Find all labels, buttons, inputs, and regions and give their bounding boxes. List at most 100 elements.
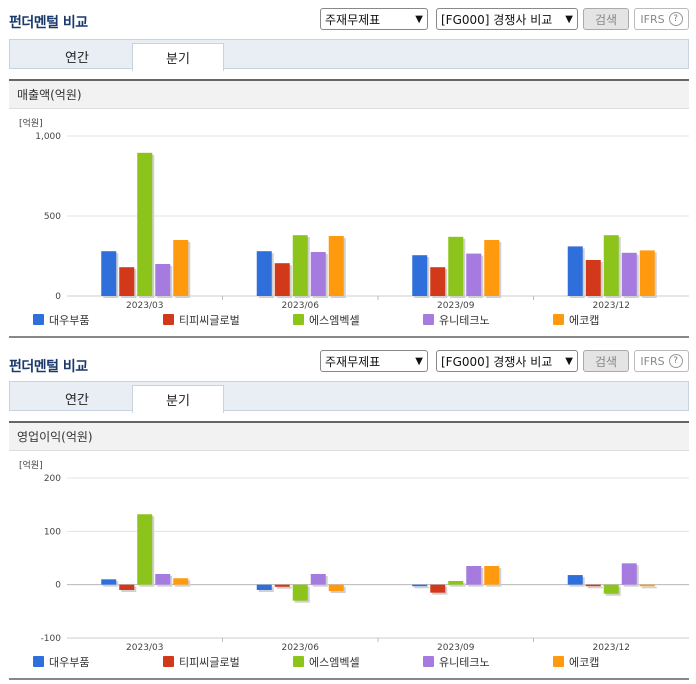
- revenue-chart-svg: [억원] 0 500 1,000 2023/03 2023/06 2023/09 2023/1…: [19, 117, 689, 327]
- divider: [9, 678, 689, 680]
- bar: [430, 584, 446, 593]
- revenue-chart: [억원] 0 500 1,000 2023/03 2023/06 2023/09 2023/1…: [9, 112, 689, 334]
- legend-label: 유니테크노: [439, 314, 490, 327]
- legend-label: 에코캡: [569, 314, 599, 327]
- bar: [430, 267, 446, 296]
- x-tick-label: 2023/03: [126, 301, 163, 311]
- bar-shadow: [641, 586, 657, 589]
- x-tick-label: 2023/12: [593, 301, 630, 311]
- bar: [484, 566, 500, 585]
- bar: [412, 255, 428, 296]
- bar: [173, 240, 189, 296]
- bar: [119, 267, 135, 296]
- bar: [567, 575, 583, 585]
- ifrs-button[interactable]: IFRS ?: [634, 8, 689, 30]
- bar: [603, 584, 619, 594]
- help-icon: ?: [668, 12, 683, 26]
- legend-label: 에스엠벡셀: [309, 656, 360, 669]
- ifrs-label: IFRS: [640, 354, 665, 368]
- tab-annual[interactable]: 연간: [65, 51, 89, 66]
- ifrs-label: IFRS: [640, 12, 665, 26]
- chart-title: 매출액(억원): [9, 79, 689, 109]
- bar: [310, 574, 326, 585]
- legend-label: 에스엠벡셀: [309, 314, 360, 327]
- peer-group-select[interactable]: [FG000] 경쟁사 비교 ▼: [436, 350, 578, 372]
- x-tick-label: 2023/06: [282, 301, 320, 311]
- legend-label: 대우부품: [49, 656, 89, 669]
- bar: [448, 236, 464, 296]
- statement-select-value: 주재무제표: [325, 12, 381, 27]
- y-tick-label: -100: [41, 634, 62, 644]
- legend-label: 티피씨글로벌: [179, 656, 240, 669]
- bar-shadow: [276, 586, 292, 589]
- help-icon: ?: [668, 354, 683, 368]
- bar: [119, 584, 135, 590]
- y-tick-label: 200: [44, 474, 61, 484]
- bar: [274, 263, 290, 296]
- legend-swatch: [293, 656, 304, 667]
- legend-swatch: [163, 656, 174, 667]
- bar-shadow: [414, 586, 430, 589]
- peer-group-select-value: [FG000] 경쟁사 비교: [441, 354, 553, 369]
- y-tick-label: 1,000: [35, 132, 61, 142]
- statement-select[interactable]: 주재무제표 ▼: [320, 350, 428, 372]
- bar: [585, 260, 601, 296]
- bar: [310, 252, 326, 296]
- section-title: 펀더멘털 비교: [9, 359, 88, 375]
- bar: [567, 246, 583, 296]
- bar: [328, 584, 344, 592]
- legend-swatch: [553, 656, 564, 667]
- statement-select-value: 주재무제표: [325, 354, 381, 369]
- bar: [173, 578, 189, 585]
- bar: [137, 152, 153, 296]
- legend-swatch: [33, 656, 44, 667]
- search-button[interactable]: 검색: [583, 350, 629, 372]
- legend-swatch: [163, 314, 174, 325]
- bar: [484, 240, 500, 296]
- statement-select[interactable]: 주재무제표 ▼: [320, 8, 428, 30]
- bar: [292, 584, 308, 601]
- x-tick-label: 2023/12: [593, 643, 630, 653]
- ifrs-button[interactable]: IFRS ?: [634, 350, 689, 372]
- bar: [256, 584, 272, 590]
- legend-label: 티피씨글로벌: [179, 314, 240, 327]
- bar: [639, 584, 655, 587]
- x-tick-label: 2023/03: [126, 643, 163, 653]
- bar: [603, 235, 619, 296]
- x-tick-label: 2023/09: [437, 643, 475, 653]
- bar: [155, 574, 171, 585]
- legend-label: 에코캡: [569, 656, 599, 669]
- tab-quarterly[interactable]: 분기: [132, 43, 224, 71]
- bar: [466, 253, 482, 296]
- y-tick-label: 500: [44, 212, 61, 222]
- legend-swatch: [423, 656, 434, 667]
- chart-title: 영업이익(억원): [9, 421, 689, 451]
- tab-quarterly[interactable]: 분기: [132, 385, 224, 413]
- x-tick-label: 2023/06: [282, 643, 320, 653]
- bar: [412, 584, 428, 587]
- legend-swatch: [423, 314, 434, 325]
- tab-annual[interactable]: 연간: [65, 393, 89, 408]
- search-button[interactable]: 검색: [583, 8, 629, 30]
- legend-swatch: [553, 314, 564, 325]
- operating-profit-chart-svg: [억원] -100 0 100 200 2023/03 2023/06 2023/09 2023…: [19, 459, 689, 669]
- peer-group-select[interactable]: [FG000] 경쟁사 비교 ▼: [436, 8, 578, 30]
- bar: [101, 251, 117, 296]
- bar: [292, 235, 308, 296]
- section-title: 펀더멘털 비교: [9, 15, 88, 31]
- legend-label: 유니테크노: [439, 656, 490, 669]
- y-tick-label: 100: [44, 527, 61, 537]
- fundamental-section-1: 펀더멘털 비교 주재무제표 ▼ [FG000] 경쟁사 비교 ▼ 검색 IFRS…: [0, 0, 696, 340]
- legend-swatch: [33, 314, 44, 325]
- period-tabs: 연간 분기: [9, 381, 689, 413]
- divider: [9, 336, 689, 338]
- bar: [621, 563, 637, 585]
- bar: [639, 250, 655, 296]
- bar: [585, 584, 601, 587]
- bar-shadow: [587, 586, 603, 589]
- chevron-down-icon: ▼: [565, 355, 573, 367]
- bar: [137, 514, 153, 585]
- unit-label: [억원]: [19, 459, 43, 471]
- bar: [448, 580, 464, 585]
- bar-shadow: [450, 582, 466, 587]
